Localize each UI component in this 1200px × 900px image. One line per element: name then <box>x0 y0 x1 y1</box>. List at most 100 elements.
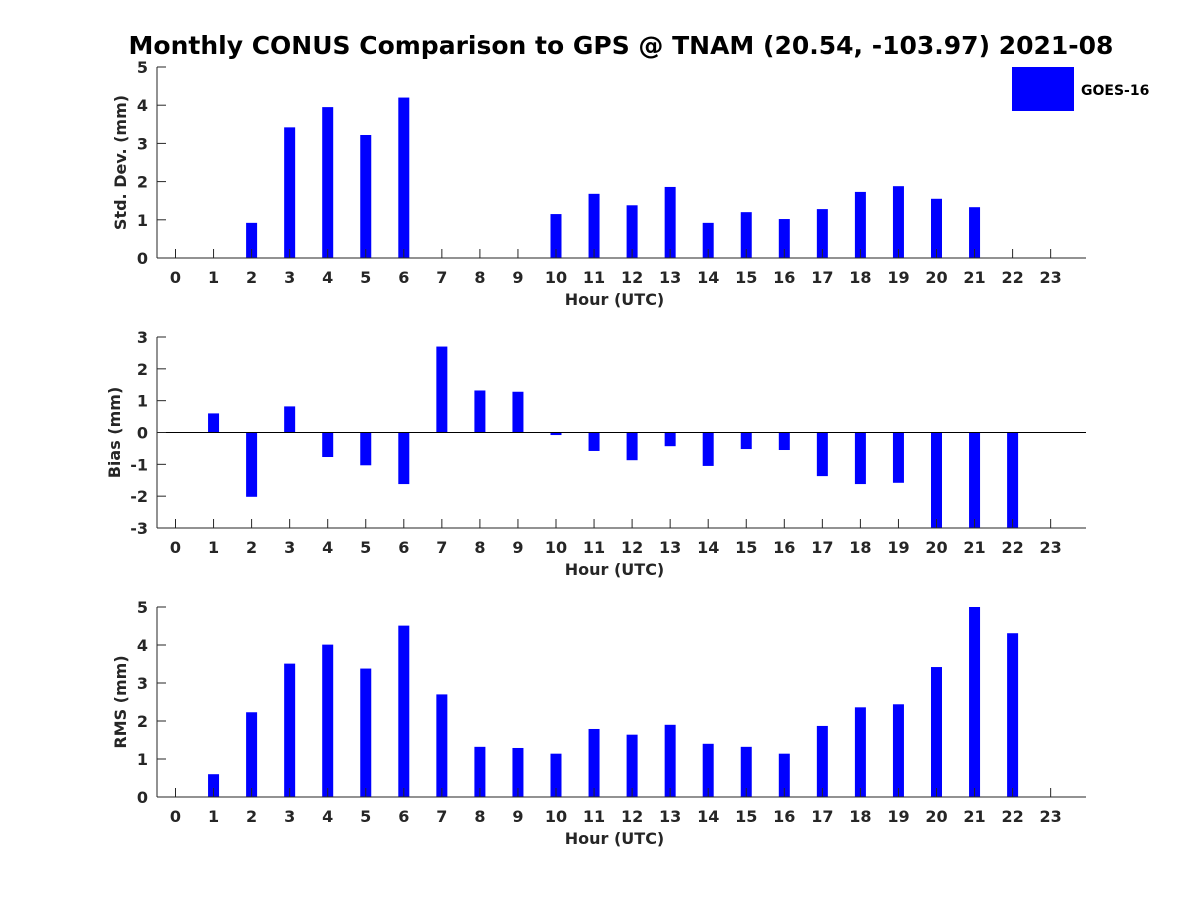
x-tick-label: 11 <box>583 538 605 557</box>
x-tick-label: 1 <box>208 268 219 287</box>
x-tick-label: 9 <box>512 268 523 287</box>
bar-hour-6 <box>398 625 410 797</box>
bar-hour-6 <box>398 97 410 258</box>
x-tick-label: 17 <box>811 538 833 557</box>
bar-hour-10 <box>550 753 562 797</box>
x-tick-label: 18 <box>849 807 871 826</box>
x-tick-label: 23 <box>1040 807 1062 826</box>
bar-hour-20 <box>931 667 942 797</box>
x-tick-label: 14 <box>697 807 719 826</box>
x-tick-label: 23 <box>1040 538 1062 557</box>
x-tick-label: 17 <box>811 268 833 287</box>
bar-hour-18 <box>854 191 866 258</box>
x-tick-label: 16 <box>773 268 795 287</box>
x-tick-label: 14 <box>697 538 719 557</box>
x-tick-label: 2 <box>246 807 257 826</box>
x-tick-label: 10 <box>545 807 567 826</box>
x-tick-label: 0 <box>170 807 181 826</box>
x-axis-label: Hour (UTC) <box>565 829 665 848</box>
x-tick-label: 12 <box>621 538 643 557</box>
bar-hour-17 <box>816 725 828 797</box>
bar-hour-7 <box>436 694 448 797</box>
bar-hour-1 <box>208 774 220 797</box>
bar-hour-14 <box>702 432 714 466</box>
y-axis-label: Std. Dev. (mm) <box>111 95 130 230</box>
x-tick-label: 12 <box>621 268 643 287</box>
x-tick-label: 4 <box>322 807 333 826</box>
bar-hour-17 <box>816 209 828 258</box>
x-tick-label: 19 <box>887 807 909 826</box>
bar-hour-10 <box>550 432 562 436</box>
x-tick-label: 3 <box>284 807 295 826</box>
bar-hour-15 <box>740 212 752 258</box>
x-tick-label: 9 <box>512 538 523 557</box>
x-tick-label: 15 <box>735 268 757 287</box>
y-tick-label: 2 <box>137 712 148 731</box>
y-tick-label: 3 <box>137 328 148 347</box>
x-tick-label: 4 <box>322 538 333 557</box>
x-tick-label: 22 <box>1001 538 1023 557</box>
x-tick-label: 8 <box>474 538 485 557</box>
x-tick-label: 5 <box>360 538 371 557</box>
x-tick-label: 2 <box>246 268 257 287</box>
x-tick-label: 9 <box>512 807 523 826</box>
bar-hour-5 <box>360 432 372 466</box>
x-tick-label: 8 <box>474 268 485 287</box>
x-tick-label: 18 <box>849 268 871 287</box>
x-tick-label: 12 <box>621 807 643 826</box>
x-tick-label: 10 <box>545 268 567 287</box>
bar-hour-14 <box>702 222 714 258</box>
x-tick-label: 13 <box>659 538 681 557</box>
x-tick-label: 0 <box>170 538 181 557</box>
y-tick-label: 1 <box>137 392 148 411</box>
x-tick-label: 11 <box>583 807 605 826</box>
x-tick-label: 10 <box>545 538 567 557</box>
x-tick-label: 19 <box>887 268 909 287</box>
x-tick-label: 15 <box>735 807 757 826</box>
bar-hour-21 <box>969 432 981 528</box>
bar-hour-21 <box>969 607 981 797</box>
x-tick-label: 18 <box>849 538 871 557</box>
x-tick-label: 13 <box>659 268 681 287</box>
y-tick-label: 0 <box>137 424 148 443</box>
bar-hour-22 <box>1007 633 1019 797</box>
y-tick-label: 1 <box>137 211 148 230</box>
x-tick-label: 21 <box>963 268 985 287</box>
bar-hour-4 <box>322 432 334 458</box>
y-tick-label: 5 <box>137 58 148 77</box>
bar-hour-19 <box>892 432 904 483</box>
bar-hour-2 <box>246 432 258 497</box>
y-tick-label: 1 <box>137 750 148 769</box>
bar-hour-1 <box>208 413 220 433</box>
x-tick-label: 7 <box>436 538 447 557</box>
x-tick-label: 22 <box>1001 268 1023 287</box>
bar-hour-4 <box>322 107 334 258</box>
y-tick-label: 3 <box>137 134 148 153</box>
x-tick-label: 11 <box>583 268 605 287</box>
subplot-rms: 0 1 2 3 4 5 6 7 8 9 10 11 12 13 14 15 16 17 18 19 20 21 22 2301… <box>111 598 1086 848</box>
x-tick-label: 6 <box>398 538 409 557</box>
x-tick-label: 3 <box>284 268 295 287</box>
y-tick-label: 3 <box>137 674 148 693</box>
x-tick-label: 17 <box>811 807 833 826</box>
bar-hour-9 <box>512 747 524 797</box>
bar-hour-14 <box>702 743 714 797</box>
y-tick-label: 2 <box>137 360 148 379</box>
bar-hour-15 <box>740 746 752 797</box>
bar-hour-20 <box>931 198 942 258</box>
chart-title: Monthly CONUS Comparison to GPS @ TNAM (… <box>129 31 1114 60</box>
bar-hour-11 <box>588 728 600 797</box>
y-tick-label: 4 <box>137 96 148 115</box>
y-tick-label: 4 <box>137 636 148 655</box>
y-tick-label: -1 <box>130 455 148 474</box>
bar-hour-10 <box>550 214 562 258</box>
bar-hour-15 <box>740 432 752 450</box>
x-tick-label: 5 <box>360 807 371 826</box>
x-tick-label: 20 <box>925 268 947 287</box>
bar-hour-16 <box>778 432 790 451</box>
bar-hour-16 <box>778 753 790 797</box>
y-tick-label: 0 <box>137 249 148 268</box>
y-tick-label: 5 <box>137 598 148 617</box>
y-tick-label: 2 <box>137 173 148 192</box>
bar-hour-9 <box>512 391 524 433</box>
